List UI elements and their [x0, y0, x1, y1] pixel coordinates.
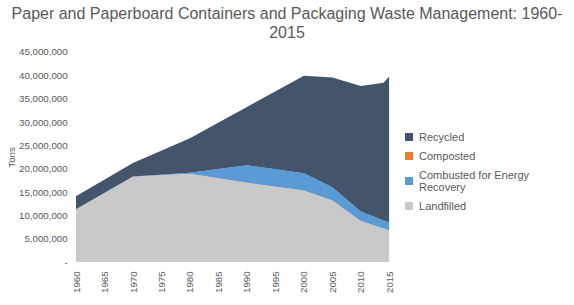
html-text:Recycled: Recycled [419, 131, 465, 143]
svg-text:10,000,000: 10,000,000 [19, 210, 68, 221]
svg-text:1970: 1970 [128, 271, 139, 293]
svg-text:1990: 1990 [241, 271, 252, 293]
html-text:Composted: Composted [419, 150, 476, 162]
svg-text:25,000,000: 25,000,000 [19, 140, 68, 151]
svg-text:35,000,000: 35,000,000 [19, 93, 68, 104]
html-text:Landfilled: Landfilled [419, 200, 467, 212]
svg-text:15,000,000: 15,000,000 [19, 187, 68, 198]
html-text:Combusted for Energy Recovery: Combusted for Energy Recovery [419, 169, 530, 193]
html-text:Paper and Paperboard Container: Paper and Paperboard Containers and Pack… [11, 5, 563, 41]
svg-text:Tons: Tons [6, 147, 17, 168]
svg-text:1960: 1960 [71, 271, 82, 293]
svg-text:2010: 2010 [355, 271, 366, 293]
svg-text:1995: 1995 [270, 271, 281, 293]
svg-text:1975: 1975 [156, 271, 167, 293]
svg-text:20,000,000: 20,000,000 [19, 163, 68, 174]
svg-text:30,000,000: 30,000,000 [19, 117, 68, 128]
svg-text:1965: 1965 [99, 271, 110, 293]
svg-text:2000: 2000 [298, 271, 309, 293]
svg-text:2005: 2005 [327, 271, 338, 293]
svg-text:2015: 2015 [384, 271, 395, 293]
svg-text:45,000,000: 45,000,000 [19, 46, 68, 57]
svg-text:1985: 1985 [213, 271, 224, 293]
svg-text:1980: 1980 [184, 271, 195, 293]
svg-text:40,000,000: 40,000,000 [19, 70, 68, 81]
svg-text:-: - [64, 257, 67, 268]
svg-text:5,000,000: 5,000,000 [24, 233, 68, 244]
